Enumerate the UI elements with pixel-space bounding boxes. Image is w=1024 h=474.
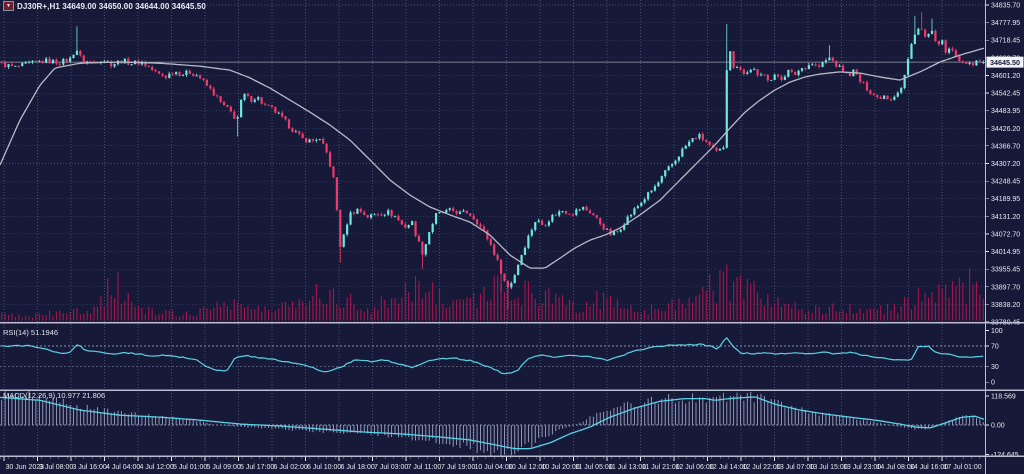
svg-text:5 Jul 17:00: 5 Jul 17:00 bbox=[240, 464, 274, 471]
svg-text:14 Jul 16:00: 14 Jul 16:00 bbox=[910, 464, 948, 471]
svg-text:34426.20: 34426.20 bbox=[991, 126, 1020, 133]
symbol-ohlc-text: DJ30R+,H1 34649.00 34650.00 34644.00 346… bbox=[17, 1, 206, 11]
svg-text:12 Jul 14:00: 12 Jul 14:00 bbox=[709, 464, 747, 471]
svg-text:10 Jul 04:00: 10 Jul 04:00 bbox=[475, 464, 513, 471]
svg-text:30: 30 bbox=[991, 364, 999, 371]
svg-text:30 Jun 2023: 30 Jun 2023 bbox=[6, 464, 45, 471]
svg-text:14 Jul 08:00: 14 Jul 08:00 bbox=[877, 464, 915, 471]
svg-text:7 Jul 11:00: 7 Jul 11:00 bbox=[408, 464, 442, 471]
svg-text:34072.70: 34072.70 bbox=[991, 231, 1020, 238]
svg-text:34601.20: 34601.20 bbox=[991, 73, 1020, 80]
svg-text:12 Jul 22:00: 12 Jul 22:00 bbox=[743, 464, 781, 471]
svg-text:33897.70: 33897.70 bbox=[991, 284, 1020, 291]
svg-text:7 Jul 19:00: 7 Jul 19:00 bbox=[441, 464, 475, 471]
svg-text:6 Jul 10:00: 6 Jul 10:00 bbox=[307, 464, 341, 471]
svg-text:10 Jul 20:00: 10 Jul 20:00 bbox=[542, 464, 580, 471]
svg-text:34835.70: 34835.70 bbox=[991, 3, 1020, 10]
svg-text:12 Jul 06:00: 12 Jul 06:00 bbox=[676, 464, 714, 471]
svg-text:10 Jul 12:00: 10 Jul 12:00 bbox=[508, 464, 546, 471]
rsi-indicator-label: RSI(14) 51.1946 bbox=[3, 328, 59, 337]
svg-text:34777.95: 34777.95 bbox=[991, 20, 1020, 27]
svg-text:5 Jul 09:00: 5 Jul 09:00 bbox=[207, 464, 241, 471]
svg-text:11 Jul 21:00: 11 Jul 21:00 bbox=[642, 464, 680, 471]
svg-text:17 Jul 01:00: 17 Jul 01:00 bbox=[944, 464, 982, 471]
svg-text:34542.45: 34542.45 bbox=[991, 91, 1020, 98]
svg-text:34131.20: 34131.20 bbox=[991, 214, 1020, 221]
svg-text:70: 70 bbox=[991, 343, 999, 350]
svg-text:34307.20: 34307.20 bbox=[991, 161, 1020, 168]
svg-text:3 Jul 08:00: 3 Jul 08:00 bbox=[39, 464, 73, 471]
svg-text:0.00: 0.00 bbox=[991, 423, 1005, 430]
svg-text:0: 0 bbox=[991, 380, 995, 387]
symbol-dropdown-icon[interactable]: ▼ bbox=[3, 1, 14, 11]
svg-text:3 Jul 16:00: 3 Jul 16:00 bbox=[73, 464, 107, 471]
svg-text:34483.95: 34483.95 bbox=[991, 108, 1020, 115]
svg-text:4 Jul 04:00: 4 Jul 04:00 bbox=[106, 464, 140, 471]
svg-text:6 Jul 18:00: 6 Jul 18:00 bbox=[341, 464, 375, 471]
svg-text:6 Jul 02:00: 6 Jul 02:00 bbox=[274, 464, 308, 471]
svg-text:34014.95: 34014.95 bbox=[991, 249, 1020, 256]
svg-text:118.569: 118.569 bbox=[991, 393, 1016, 400]
svg-text:34718.45: 34718.45 bbox=[991, 38, 1020, 45]
chart-title: ▼ DJ30R+,H1 34649.00 34650.00 34644.00 3… bbox=[3, 1, 206, 11]
svg-text:13 Jul 23:00: 13 Jul 23:00 bbox=[843, 464, 881, 471]
svg-text:11 Jul 13:00: 11 Jul 13:00 bbox=[609, 464, 647, 471]
svg-text:34189.95: 34189.95 bbox=[991, 196, 1020, 203]
svg-text:34366.70: 34366.70 bbox=[991, 143, 1020, 150]
svg-text:33955.45: 33955.45 bbox=[991, 267, 1020, 274]
svg-text:7 Jul 03:00: 7 Jul 03:00 bbox=[374, 464, 408, 471]
svg-text:34645.50: 34645.50 bbox=[990, 58, 1020, 67]
macd-indicator-label: MACD(12,26,9) 10.977 21.806 bbox=[3, 391, 106, 400]
svg-text:-124.645: -124.645 bbox=[991, 452, 1019, 459]
svg-text:4 Jul 12:00: 4 Jul 12:00 bbox=[140, 464, 174, 471]
svg-text:34248.45: 34248.45 bbox=[991, 179, 1020, 186]
svg-text:11 Jul 05:00: 11 Jul 05:00 bbox=[575, 464, 613, 471]
svg-text:33838.20: 33838.20 bbox=[991, 302, 1020, 309]
svg-text:5 Jul 01:00: 5 Jul 01:00 bbox=[173, 464, 207, 471]
svg-text:13 Jul 15:00: 13 Jul 15:00 bbox=[810, 464, 848, 471]
svg-text:100: 100 bbox=[991, 328, 1003, 335]
svg-text:13 Jul 07:00: 13 Jul 07:00 bbox=[776, 464, 814, 471]
